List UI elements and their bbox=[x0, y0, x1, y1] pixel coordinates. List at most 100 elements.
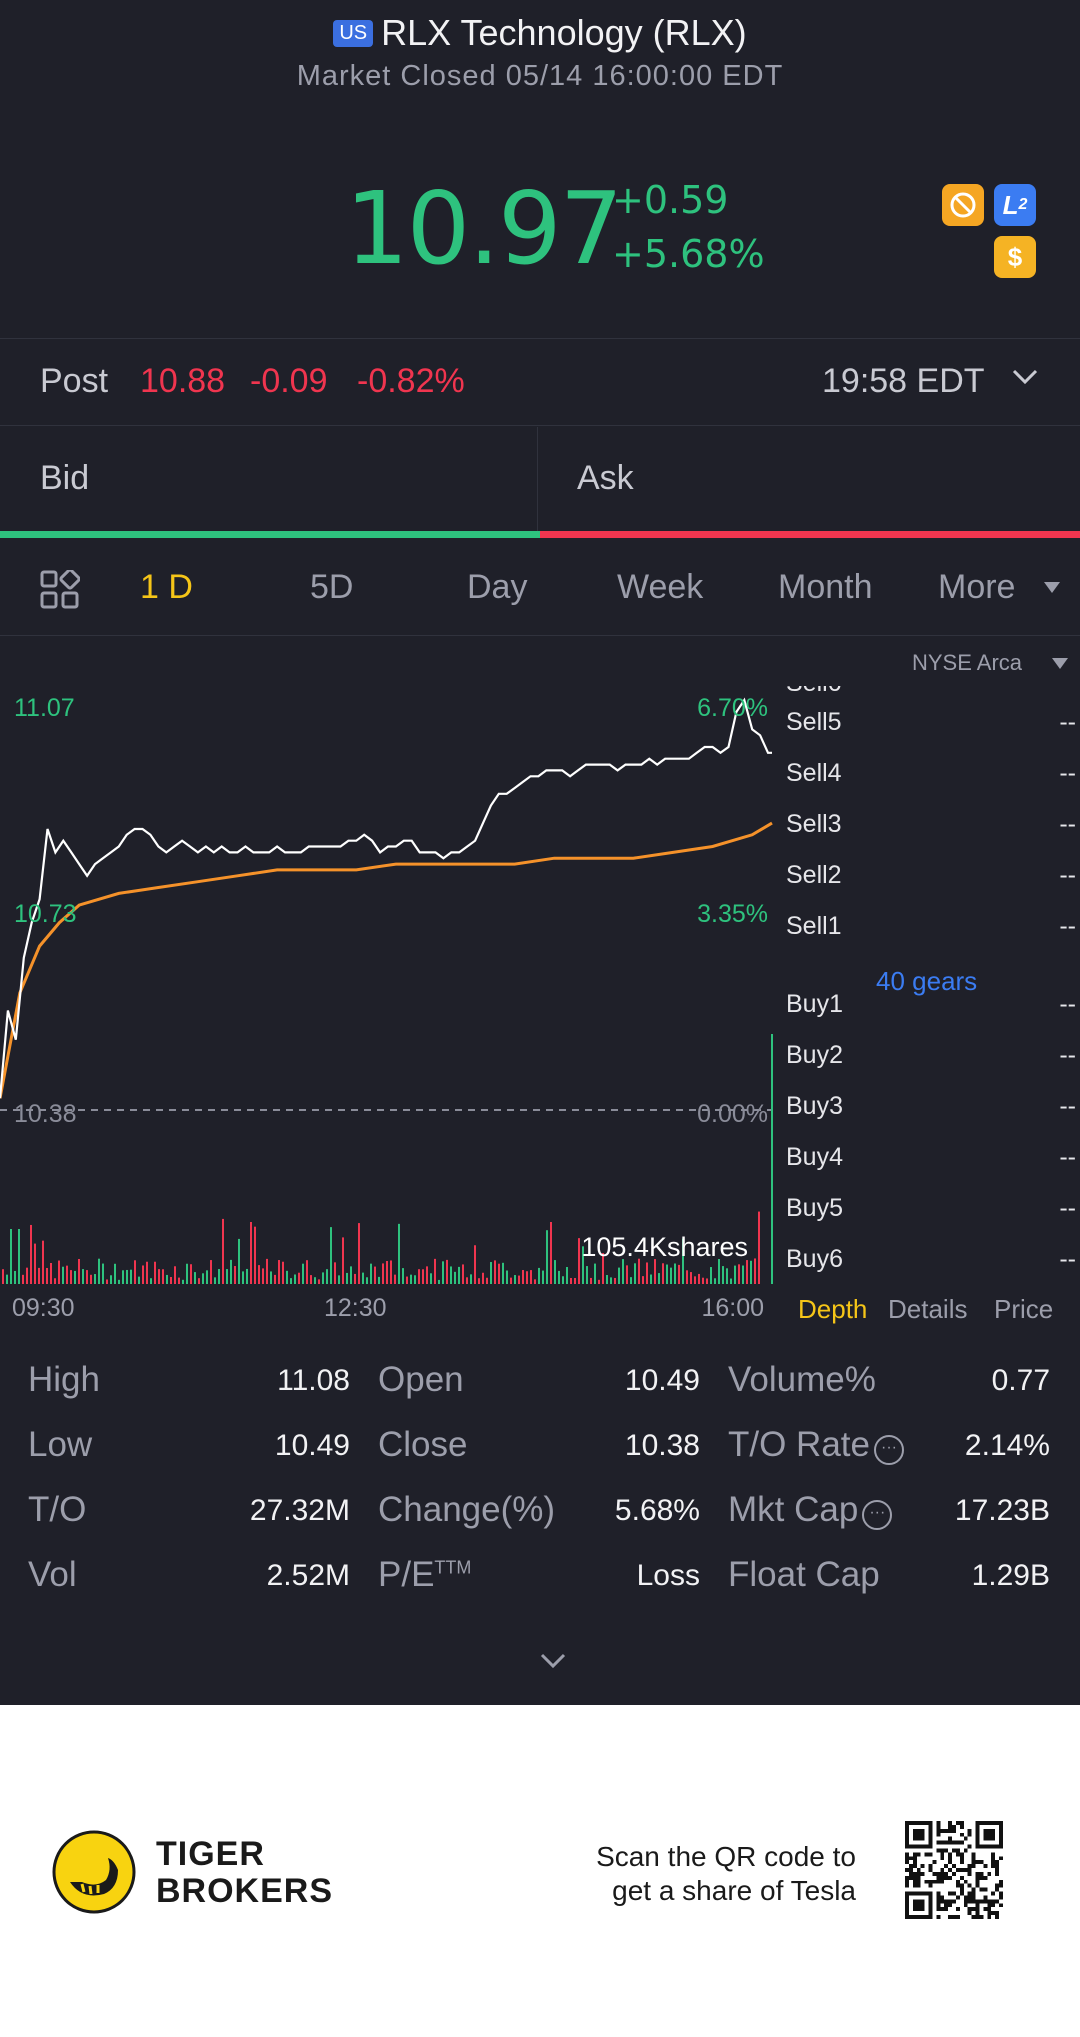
volume-bar bbox=[310, 1275, 312, 1284]
volume-bar bbox=[222, 1218, 224, 1284]
qr-module bbox=[940, 1875, 945, 1880]
depth-label: Buy2 bbox=[786, 1041, 843, 1069]
qr-module bbox=[999, 1895, 1003, 1900]
qr-module bbox=[912, 1828, 925, 1841]
qr-module bbox=[936, 1828, 941, 1833]
depth-value: -- bbox=[1059, 686, 1076, 698]
volume-bar bbox=[346, 1272, 348, 1284]
volume-bar bbox=[538, 1267, 540, 1284]
intraday-chart-area: 11.07 10.73 10.38 6.70% 3.35% 0.00% 105.… bbox=[0, 636, 1080, 1324]
tab-1d[interactable]: 1 D bbox=[140, 568, 193, 606]
post-market-row[interactable]: Post 10.88 -0.09 -0.82% 19:58 EDT bbox=[0, 340, 1080, 425]
expand-chevron-icon[interactable] bbox=[536, 1648, 570, 1674]
qr-module bbox=[944, 1848, 949, 1853]
qr-module bbox=[971, 1852, 976, 1857]
volume-bar bbox=[382, 1263, 384, 1284]
tab-week[interactable]: Week bbox=[617, 568, 704, 606]
qr-module bbox=[908, 1875, 913, 1880]
volume-bar bbox=[594, 1263, 596, 1284]
qr-module bbox=[955, 1907, 960, 1912]
qr-module bbox=[905, 1883, 909, 1888]
ask-label: Ask bbox=[577, 459, 634, 497]
stat-value-change-pct: 5.68% bbox=[614, 1494, 700, 1527]
volume-bar bbox=[134, 1260, 136, 1284]
qr-module bbox=[963, 1899, 968, 1904]
stat-value-to: 27.32M bbox=[249, 1494, 350, 1527]
volume-bar bbox=[710, 1267, 712, 1284]
qr-module bbox=[936, 1895, 941, 1900]
depth-gears-label[interactable]: 40 gears bbox=[876, 966, 978, 996]
qr-module bbox=[916, 1868, 921, 1872]
bid-strength-bar bbox=[0, 531, 540, 538]
post-change-pct: -0.82% bbox=[357, 362, 465, 400]
chevron-down-icon[interactable] bbox=[1008, 360, 1042, 394]
volume-bar bbox=[406, 1276, 408, 1284]
tab-depth[interactable]: Depth bbox=[798, 1294, 868, 1324]
qr-module bbox=[967, 1832, 972, 1837]
stat-value-low: 10.49 bbox=[274, 1429, 350, 1462]
volume-bar bbox=[246, 1268, 248, 1284]
dollar-icon[interactable]: $ bbox=[994, 236, 1036, 278]
y-label-mid: 10.73 bbox=[14, 900, 77, 928]
qr-module bbox=[959, 1883, 964, 1888]
stat-value-vol: 2.52M bbox=[266, 1559, 350, 1592]
volume-label: 105.4Kshares bbox=[581, 1232, 748, 1262]
qr-module bbox=[948, 1903, 953, 1908]
qr-module bbox=[952, 1915, 956, 1919]
qr-module bbox=[995, 1915, 1000, 1919]
post-price: 10.88 bbox=[140, 362, 226, 400]
intraday-chart[interactable]: 11.07 10.73 10.38 6.70% 3.35% 0.00% 105.… bbox=[0, 636, 775, 1316]
volume-bar bbox=[446, 1259, 448, 1284]
qr-module bbox=[975, 1883, 980, 1888]
qr-module bbox=[959, 1856, 964, 1861]
tab-details[interactable]: Details bbox=[888, 1294, 968, 1324]
depth-value: -- bbox=[1059, 1041, 1076, 1069]
tiger-brokers-logo bbox=[52, 1830, 136, 1914]
info-icon[interactable]: ··· bbox=[862, 1500, 893, 1530]
volume-bar bbox=[758, 1211, 760, 1284]
stock-title: RLX Technology (RLX) bbox=[381, 12, 747, 53]
tab-day[interactable]: Day bbox=[467, 568, 528, 606]
qr-module bbox=[959, 1868, 964, 1872]
volume-bar bbox=[74, 1270, 76, 1284]
caret-down-icon[interactable] bbox=[1052, 658, 1068, 669]
qr-module bbox=[940, 1907, 945, 1912]
volume-bar bbox=[226, 1269, 228, 1284]
volume-bar bbox=[490, 1262, 492, 1284]
volume-bar bbox=[658, 1273, 660, 1284]
stat-label-to-rate: T/O Rate ··· bbox=[728, 1425, 904, 1465]
info-icon[interactable]: ··· bbox=[873, 1435, 904, 1465]
qr-module bbox=[905, 1860, 909, 1865]
qr-module bbox=[932, 1860, 937, 1865]
volume-bar bbox=[510, 1277, 512, 1284]
qr-module bbox=[967, 1864, 972, 1869]
no-trading-icon[interactable] bbox=[942, 184, 984, 226]
volume-bar bbox=[458, 1266, 460, 1284]
tab-month[interactable]: Month bbox=[778, 568, 873, 606]
volume-bar bbox=[498, 1263, 500, 1284]
qr-module bbox=[991, 1856, 996, 1861]
qr-module bbox=[987, 1907, 992, 1912]
exchange-selector[interactable]: NYSE Arca bbox=[912, 650, 1023, 675]
qr-module bbox=[948, 1899, 953, 1904]
qr-module bbox=[967, 1899, 972, 1904]
qr-module bbox=[971, 1915, 976, 1919]
stat-label-float-cap: Float Cap bbox=[728, 1555, 880, 1594]
tab-5d[interactable]: 5D bbox=[310, 568, 354, 606]
volume-bar bbox=[714, 1278, 716, 1284]
y-label-low: 10.38 bbox=[14, 1100, 77, 1128]
qr-module bbox=[959, 1852, 964, 1857]
qr-module bbox=[936, 1915, 941, 1919]
qr-module bbox=[936, 1899, 941, 1904]
grid-layout-icon[interactable] bbox=[40, 570, 80, 610]
volume-bar bbox=[262, 1268, 264, 1284]
tab-price[interactable]: Price bbox=[994, 1294, 1054, 1324]
volume-bar bbox=[514, 1275, 516, 1284]
qr-module bbox=[936, 1824, 941, 1829]
qr-module bbox=[924, 1879, 929, 1884]
caret-down-icon[interactable] bbox=[1044, 582, 1060, 594]
order-depth-list[interactable]: Sell6-- Sell5-- Sell4-- Sell3-- Sell2-- … bbox=[770, 686, 1080, 1288]
market-badge: US bbox=[333, 20, 374, 47]
tab-more[interactable]: More bbox=[938, 568, 1016, 606]
